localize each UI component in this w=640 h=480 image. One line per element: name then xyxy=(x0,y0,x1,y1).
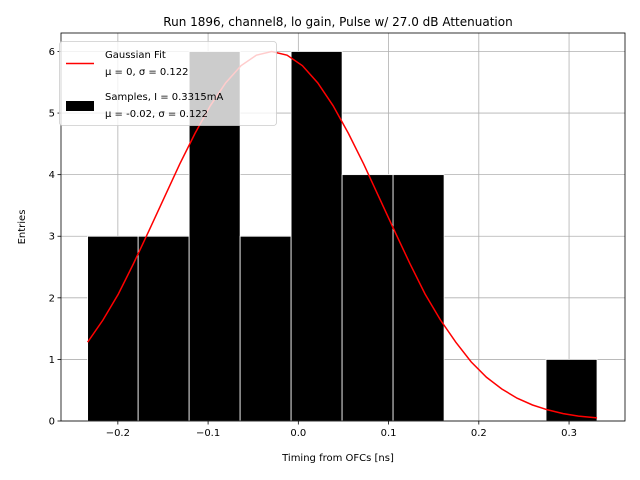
legend-box xyxy=(59,41,277,126)
chart-title: Run 1896, channel8, lo gain, Pulse w/ 27… xyxy=(163,15,512,29)
histogram-bar xyxy=(392,174,445,422)
histogram-bar xyxy=(239,235,292,422)
histogram-bar xyxy=(290,51,343,422)
gaussian-fit-line xyxy=(87,50,598,419)
x-tick-label: −0.2 xyxy=(106,428,130,439)
x-tick-label: −0.1 xyxy=(196,428,220,439)
x-tick-label: 0.3 xyxy=(561,428,577,439)
y-axis-ticks: 0 1 2 3 4 5 6 xyxy=(49,47,61,428)
x-tick-label: 0.0 xyxy=(290,428,306,439)
legend: Gaussian Fit μ = 0, σ = 0.122 Samples, I… xyxy=(59,41,277,126)
histogram-bar xyxy=(87,235,139,422)
y-tick-label: 6 xyxy=(49,47,55,58)
legend-samples-swatch xyxy=(66,101,94,111)
y-tick-label: 0 xyxy=(49,417,55,428)
legend-fit-label: Gaussian Fit xyxy=(105,50,166,61)
x-axis-ticks: −0.2 −0.1 0.0 0.1 0.2 0.3 xyxy=(106,421,577,439)
histogram-bar xyxy=(137,235,190,422)
y-tick-label: 1 xyxy=(49,355,55,366)
y-tick-label: 4 xyxy=(49,170,55,181)
legend-samples-label: Samples, I = 0.3315mA xyxy=(105,92,223,103)
y-tick-label: 3 xyxy=(49,232,55,243)
legend-fit-stats: μ = 0, σ = 0.122 xyxy=(105,67,189,78)
y-axis-label: Entries xyxy=(17,210,28,245)
x-tick-label: 0.2 xyxy=(471,428,487,439)
x-tick-label: 0.1 xyxy=(381,428,397,439)
y-tick-label: 2 xyxy=(49,293,55,304)
y-tick-label: 5 xyxy=(49,109,55,120)
legend-samples-stats: μ = -0.02, σ = 0.122 xyxy=(105,109,208,120)
plot-frame xyxy=(60,32,626,422)
histogram-bar xyxy=(545,359,598,422)
x-axis-label: Timing from OFCs [ns] xyxy=(281,453,394,464)
